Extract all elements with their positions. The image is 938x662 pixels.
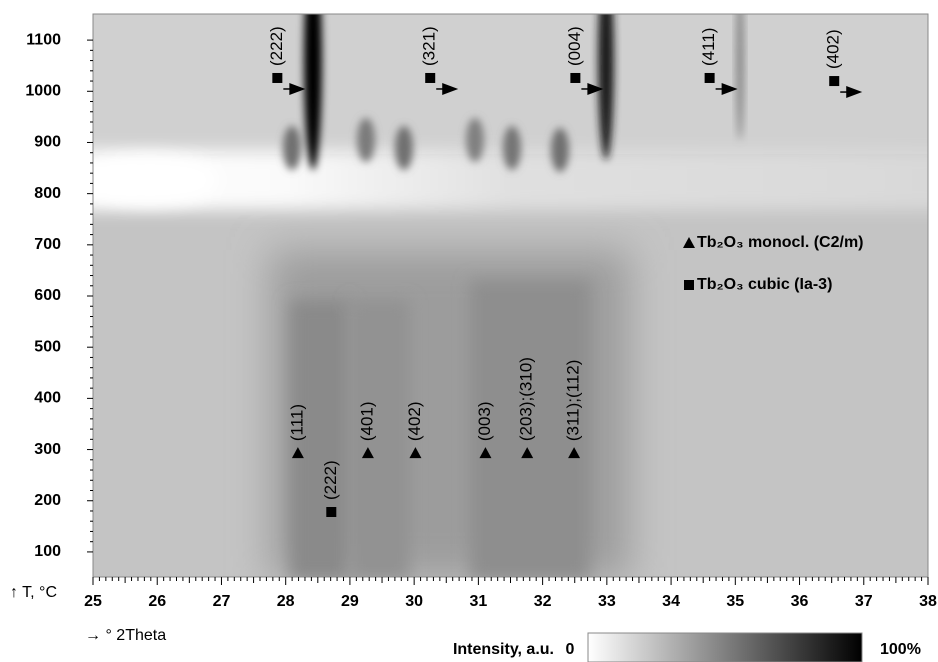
triangle-marker (361, 447, 374, 459)
arrow-head (289, 82, 306, 95)
square-marker (326, 506, 337, 517)
peak-label: (222) (321, 460, 340, 500)
y-tick-label: 600 (34, 287, 61, 304)
y-tick-label: 100 (34, 543, 61, 560)
y-tick-label: 900 (34, 134, 61, 151)
x-tick-label: 32 (534, 593, 552, 610)
y-tick-label: 500 (34, 338, 61, 355)
square-marker (829, 76, 840, 87)
colorbar-max: 100% (880, 641, 921, 658)
triangle-marker (479, 447, 492, 459)
peak-label: (411) (699, 28, 718, 66)
y-tick-label: 700 (34, 236, 61, 253)
x-tick-label: 34 (662, 593, 680, 610)
peak-label: (311);(112) (564, 360, 583, 442)
peak-label: (003) (475, 401, 494, 441)
colorbar (587, 632, 863, 662)
square-marker (570, 72, 581, 83)
x-tick-label: 33 (598, 593, 616, 610)
x-tick-label: 29 (341, 593, 359, 610)
y-tick-label: 400 (34, 390, 61, 407)
square-marker (272, 72, 283, 83)
x-tick-label: 38 (919, 593, 937, 610)
arrow-head (587, 82, 604, 95)
square-marker (704, 72, 715, 83)
x-tick-label: 35 (726, 593, 744, 610)
peak-label: (402) (405, 401, 424, 441)
x-tick-label: 30 (405, 593, 423, 610)
y-axis-label: ↑ T, °C (10, 584, 57, 601)
triangle-marker (291, 447, 304, 459)
x-tick-label: 25 (84, 593, 102, 610)
peak-label: (401) (357, 401, 376, 441)
square-marker (425, 72, 436, 83)
x-tick-label: 28 (277, 593, 295, 610)
arrow-head (442, 82, 459, 95)
y-tick-label: 1000 (25, 83, 61, 100)
colorbar-label: Intensity, a.u. (453, 641, 554, 658)
heatmap (93, 14, 928, 577)
arrow-head (846, 86, 863, 99)
y-tick-label: 200 (34, 492, 61, 509)
x-tick-label: 27 (213, 593, 231, 610)
peak-label: (203);(310) (517, 357, 536, 441)
legend-marker (683, 237, 695, 248)
legend-entry: Tb₂O₃ monocl. (C2/m) (697, 234, 864, 251)
legend-entry: Tb₂O₃ cubic (Ia-3) (697, 276, 832, 293)
x-tick-label: 31 (469, 593, 487, 610)
triangle-marker (409, 447, 422, 459)
peak-label: (321) (420, 26, 439, 66)
legend-marker (684, 280, 694, 290)
triangle-marker (568, 447, 581, 459)
y-tick-label: 300 (34, 441, 61, 458)
peak-label: (111) (287, 404, 306, 441)
y-tick-label: 1100 (26, 31, 61, 48)
peak-label: (004) (565, 26, 584, 66)
colorbar-min: 0 (566, 641, 575, 658)
peak-label: (222) (267, 26, 286, 66)
triangle-marker (521, 447, 534, 459)
x-tick-label: 37 (855, 593, 873, 610)
x-axis-label: → ° 2Theta (85, 627, 166, 644)
y-tick-label: 800 (34, 185, 61, 202)
x-tick-label: 36 (791, 593, 809, 610)
arrow-head (721, 82, 738, 95)
x-tick-label: 26 (148, 593, 166, 610)
peak-label: (402) (824, 29, 843, 69)
